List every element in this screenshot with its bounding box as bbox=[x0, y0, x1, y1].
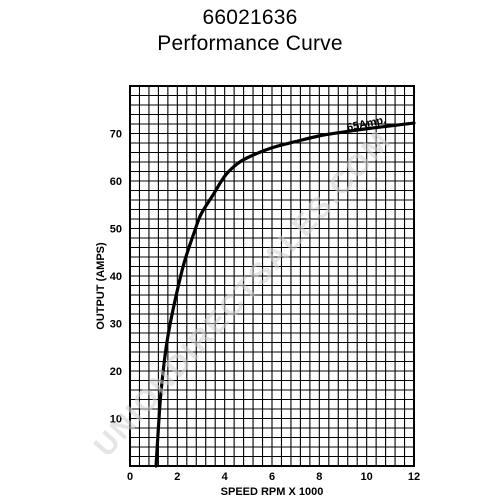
tick-labels: 0 2 4 6 8 10 12 10 20 30 40 50 60 70 bbox=[110, 129, 420, 484]
output-curve bbox=[154, 121, 416, 468]
y-tick-label: 70 bbox=[110, 129, 122, 141]
chart-grid bbox=[130, 86, 414, 466]
y-tick-label: 50 bbox=[110, 224, 122, 236]
y-tick-label: 30 bbox=[110, 319, 122, 331]
x-tick-label: 2 bbox=[174, 471, 180, 483]
part-number-title: 66021636 bbox=[202, 6, 298, 29]
x-axis-label: SPEED RPM X 1000 bbox=[221, 486, 324, 498]
x-tick-label: 10 bbox=[361, 471, 373, 483]
chart-title: 66021636 Performance Curve bbox=[0, 0, 500, 62]
x-tick-label: 8 bbox=[316, 471, 322, 483]
series-layer bbox=[154, 121, 416, 468]
x-tick-label: 12 bbox=[408, 471, 420, 483]
plot-frame bbox=[129, 85, 415, 467]
y-tick-label: 60 bbox=[110, 176, 122, 188]
y-tick-label: 10 bbox=[110, 414, 122, 426]
x-tick-label: 4 bbox=[222, 471, 229, 483]
y-tick-label: 20 bbox=[110, 366, 122, 378]
y-axis-label: OUTPUT (AMPS) bbox=[95, 242, 107, 330]
y-tick-label: 40 bbox=[110, 271, 122, 283]
x-tick-label: 0 bbox=[127, 471, 133, 483]
performance-curve-subtitle: Performance Curve bbox=[157, 32, 343, 55]
watermark: UNIONDIRECTSALES.COM bbox=[88, 124, 398, 463]
x-tick-label: 6 bbox=[269, 471, 275, 483]
